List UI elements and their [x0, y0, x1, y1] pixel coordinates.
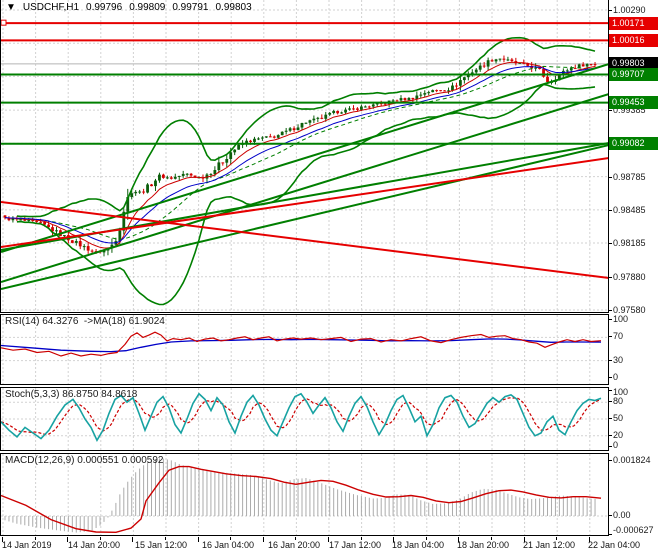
price-axis-label: 0.99690 — [613, 71, 646, 82]
price-axis-label: 0.99085 — [613, 138, 646, 149]
ohlc-high: 0.99809 — [129, 2, 166, 13]
candles — [3, 55, 597, 257]
price-level-box: 0.99453 — [609, 96, 658, 110]
macd-indicator-panel: MACD(12,26,9) 0.000551 0.000592 — [0, 453, 609, 536]
macd-histogram — [4, 458, 596, 533]
ohlc-low: 0.99791 — [172, 2, 209, 13]
macd-canvas[interactable] — [1, 454, 608, 535]
price-level-box: 0.99707 — [609, 68, 658, 82]
time-axis-label: 18 Jan 20:00 — [457, 540, 510, 550]
price-axis-label: 0.98785 — [613, 171, 646, 182]
price-chart-panel: ▼ USDCHF,H1 0.99796 0.99809 0.99791 0.99803 — [0, 0, 609, 313]
time-axis-tick — [393, 537, 395, 542]
time-axis-tick — [230, 537, 232, 540]
indicator-axis-label: 0 — [613, 440, 619, 450]
time-axis-tick — [588, 537, 590, 542]
time-axis-label: 15 Jan 12:00 — [135, 540, 188, 550]
current-price-box: 0.99803 — [609, 57, 658, 71]
time-axis-tick — [99, 537, 101, 540]
ma-fast-line — [4, 61, 596, 249]
time-axis-tick — [34, 537, 36, 540]
bollinger-upper — [16, 36, 596, 218]
time-axis-tick — [262, 537, 264, 542]
price-level-box: 1.00171 — [609, 16, 658, 30]
price-axis-label: 0.97880 — [613, 271, 646, 282]
time-axis-tick — [165, 537, 166, 540]
time-axis-label: 14 Jan 2019 — [2, 540, 52, 550]
time-axis-tick — [360, 537, 362, 540]
time-axis-tick — [425, 537, 427, 540]
price-axis-label: 0.98485 — [613, 204, 646, 215]
macd-label: MACD(12,26,9) 0.000551 0.000592 — [5, 455, 164, 466]
bollinger-middle — [16, 65, 596, 240]
indicator-axis-label: 0 — [613, 372, 619, 382]
indicator-axis-label: 70 — [613, 331, 624, 342]
price-axis-label: 0.97580 — [613, 304, 646, 315]
stochastic-canvas[interactable] — [1, 388, 608, 450]
time-axis-label: 14 Jan 20:00 — [68, 540, 121, 550]
time-axis-label: 17 Jan 12:00 — [329, 540, 382, 550]
indicator-axis-label: -0.000627 — [613, 525, 654, 535]
time-axis-tick — [523, 537, 525, 542]
rsi-label: RSI(14) 64.3276 ->MA(18) 61.9024 — [5, 316, 165, 327]
stochastic-label: Stoch(5,3,3) 86.8750 84.8618 — [5, 389, 138, 400]
time-axis-label: 18 Jan 04:00 — [392, 540, 445, 550]
indicator-axis-label: 50 — [613, 413, 624, 423]
time-axis-tick — [328, 537, 329, 542]
indicator-axis-label: 20 — [613, 429, 624, 440]
stochastic-indicator-panel: Stoch(5,3,3) 86.8750 84.8618 — [0, 387, 609, 451]
time-axis-label: 22 Jan 04:00 — [588, 540, 641, 550]
trend-line-red — [1, 157, 608, 248]
time-axis-label: 16 Jan 04:00 — [202, 540, 255, 550]
rsi-ma-line — [1, 338, 602, 353]
price-axis-label: 0.99385 — [613, 105, 646, 116]
indicator-axis-label: 30 — [613, 354, 624, 365]
macd-signal-line — [1, 465, 602, 534]
price-axis-label: 0.99990 — [613, 38, 646, 49]
indicator-axis-label: 100 — [613, 314, 629, 324]
time-axis-tick — [2, 537, 3, 542]
price-axis-label: 0.98185 — [613, 238, 646, 249]
time-axis-tick — [67, 537, 69, 542]
time-axis-tick — [556, 537, 558, 540]
trend-line-green — [1, 93, 608, 283]
price-axis-label: 1.00290 — [613, 5, 646, 15]
indicator-axis-label: 100 — [613, 387, 629, 397]
time-axis-label: 21 Jan 12:00 — [523, 540, 576, 550]
trend-line-green — [1, 63, 608, 253]
time-axis-tick — [197, 537, 199, 542]
trend-line-green — [1, 144, 608, 290]
rsi-canvas[interactable] — [1, 315, 608, 384]
price-level-box: 1.00016 — [609, 33, 658, 47]
symbol-timeframe: USDCHF,H1 — [22, 2, 80, 13]
price-level-box: 0.99082 — [609, 137, 658, 151]
time-axis-label: 16 Jan 20:00 — [268, 540, 321, 550]
symbol-dropdown-icon[interactable]: ▼ — [6, 2, 16, 13]
trend-line-red — [1, 201, 608, 279]
time-axis-tick — [458, 537, 460, 542]
stoch-main-line — [1, 392, 602, 443]
indicator-axis-label: 80 — [613, 396, 624, 407]
price-chart-canvas[interactable] — [1, 0, 608, 311]
indicator-axis-label: 0.00 — [613, 510, 631, 520]
time-axis-tick — [295, 537, 297, 540]
indicator-axis-label: 0.001824 — [613, 455, 651, 465]
time-axis[interactable]: 14 Jan 2019 14 Jan 20:00 15 Jan 12:00 16 Ja… — [0, 537, 660, 560]
line-handle — [1, 19, 7, 26]
time-axis-tick — [491, 537, 492, 540]
ohlc-close: 0.99803 — [215, 2, 252, 13]
ohlc-open: 0.99796 — [86, 2, 123, 13]
rsi-indicator-panel: RSI(14) 64.3276 ->MA(18) 61.9024 — [0, 314, 609, 385]
ma-slow-line — [4, 66, 596, 244]
rsi-line — [1, 331, 602, 357]
bollinger-lower — [16, 83, 596, 306]
chart-header: ▼ USDCHF,H1 0.99796 0.99809 0.99791 0.99803 — [6, 2, 252, 13]
time-axis-tick — [132, 537, 134, 542]
